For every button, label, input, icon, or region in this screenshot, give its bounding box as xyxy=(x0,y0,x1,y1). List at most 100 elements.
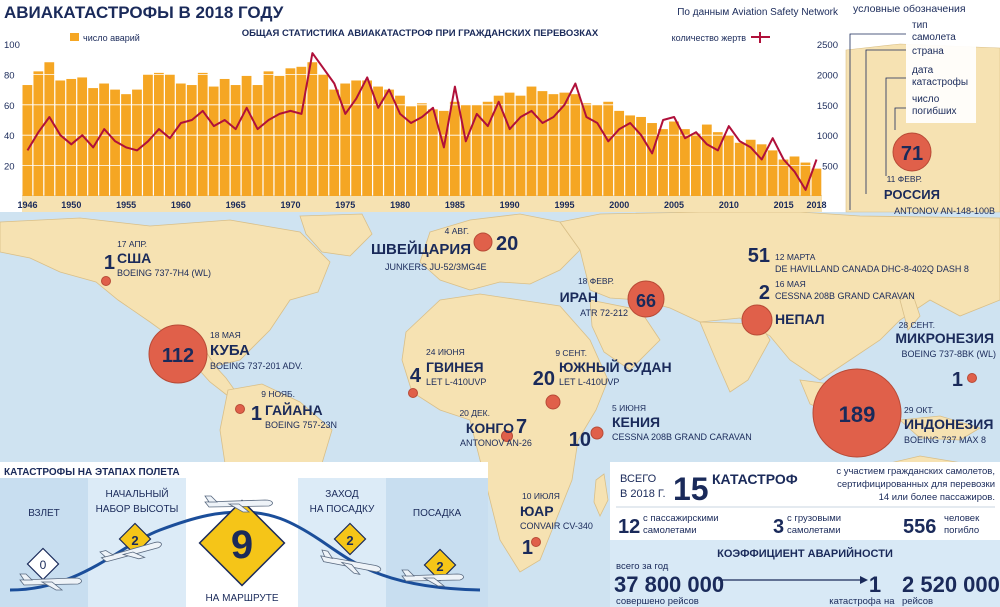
bar-1968 xyxy=(263,71,274,196)
phase-badge-takeoff: 0 xyxy=(26,547,60,581)
phase-name-climb-2: НАБОР ВЫСОТЫ xyxy=(96,504,179,515)
incident-aircraft: JUNKERS JU-52/3MG4E xyxy=(385,262,487,272)
y-tick-left-100: 100 xyxy=(4,40,20,51)
legend-leader-date xyxy=(885,77,906,176)
airplane-icon xyxy=(99,541,162,563)
y-tick-left-80: 80 xyxy=(4,70,15,81)
incident-marker xyxy=(812,368,902,458)
incident-kenya: 5 ИЮНЯ 10 КЕНИЯ CESSNA 208B GRAND CARAVA… xyxy=(569,403,752,451)
bar-1960 xyxy=(175,83,186,196)
incident-marker xyxy=(235,404,245,414)
incident-date-1: 12 МАРТА xyxy=(775,252,816,262)
bar-2015 xyxy=(778,159,789,196)
legend-leader-country xyxy=(865,49,906,194)
bar-1956 xyxy=(132,89,142,196)
summary-total-unit: КАТАСТРОФ xyxy=(712,471,798,487)
bar-1951 xyxy=(77,77,88,196)
incident-aircraft: ATR 72-212 xyxy=(580,308,628,318)
incident-aircraft: ANTONOV AN-26 xyxy=(460,438,532,448)
incident-deaths: 1 xyxy=(522,537,533,559)
bar-1979 xyxy=(384,89,394,196)
legend-item-country: страна xyxy=(912,46,944,57)
incident-aircraft: CESSNA 208B GRAND CARAVAN xyxy=(612,432,752,442)
x-tick-1980: 1980 xyxy=(390,200,410,210)
legend-leader-aircraft xyxy=(849,33,906,210)
bar-1954 xyxy=(110,89,120,196)
incident-country: ИРАН xyxy=(560,289,598,305)
legend-item-deaths-2: погибших xyxy=(912,105,957,117)
phase-badge-approach: 2 xyxy=(333,522,367,556)
incident-marker xyxy=(501,430,513,442)
incident-marker xyxy=(101,276,111,286)
bar-1971 xyxy=(296,66,307,196)
phase-name-approach-2: НА ПОСАДКУ xyxy=(310,504,375,515)
rate-title: КОЭФФИЦИЕНТ АВАРИЙНОСТИ xyxy=(717,547,893,560)
y-tick-right-1000: 1000 xyxy=(817,131,838,142)
bar-2013 xyxy=(756,144,767,196)
line-legend-label: количество жертв xyxy=(672,33,747,43)
incident-deaths: 66 xyxy=(636,291,656,311)
x-tick-1990: 1990 xyxy=(500,200,520,210)
bar-1952 xyxy=(88,88,99,196)
legend-item-date-1: дата xyxy=(912,65,934,76)
incident-date: 17 АПР. xyxy=(117,239,147,249)
y-tick-right-1500: 1500 xyxy=(817,101,838,112)
bar-2016 xyxy=(789,156,800,196)
rate-flights-label: всего за год xyxy=(616,561,669,572)
legend-panel: условные обозначения тип самолета страна… xyxy=(842,3,1000,216)
bar-1948 xyxy=(44,62,55,196)
page-title: АВИАКАТАСТРОФЫ В 2018 ГОДУ xyxy=(4,3,284,22)
bar-1990 xyxy=(504,92,515,196)
incident-country: ИНДОНЕЗИЯ xyxy=(904,416,993,432)
bar-2002 xyxy=(636,116,646,196)
bar-1995 xyxy=(559,92,570,196)
phase-count-enroute: 9 xyxy=(231,523,253,567)
x-tick-1985: 1985 xyxy=(445,200,465,210)
rate-flights-unit: совершено рейсов xyxy=(616,596,699,607)
bar-1949 xyxy=(55,80,66,196)
summary-desc-2: сертифицированных для перевозки xyxy=(837,479,995,490)
legend-sample-circle xyxy=(892,132,932,172)
bar-1975 xyxy=(340,83,351,196)
bar-1966 xyxy=(241,75,252,196)
incident-marker xyxy=(531,537,541,547)
incident-country: НЕПАЛ xyxy=(775,311,825,327)
bar-legend-label: число аварий xyxy=(83,33,140,43)
bar-1982 xyxy=(417,103,427,196)
bar-1961 xyxy=(186,85,197,196)
y-tick-right-2000: 2000 xyxy=(817,70,838,81)
incident-guinea: 24 ИЮНЯ 4 ГВИНЕЯ LET L-410UVP xyxy=(408,347,486,398)
y-axis-right: 500 1000 1500 2000 2500 xyxy=(817,40,838,173)
legend-example-date: 11 ФЕВР. xyxy=(887,174,922,184)
incident-marker xyxy=(967,373,977,383)
bar-1958 xyxy=(154,72,164,196)
bar-1981 xyxy=(406,106,416,196)
statistics-chart: ОБЩАЯ СТАТИСТИКА АВИАКАТАСТРОФ ПРИ ГРАЖД… xyxy=(0,22,842,212)
bar-2008 xyxy=(701,124,712,196)
y-tick-right-500: 500 xyxy=(822,162,838,173)
x-tick-1995: 1995 xyxy=(554,200,574,210)
x-tick-2000: 2000 xyxy=(609,200,629,210)
incident-country: США xyxy=(117,250,151,266)
x-tick-1970: 1970 xyxy=(280,200,300,210)
airplane-icon xyxy=(320,549,382,576)
flight-phases-title: КАТАСТРОФЫ НА ЭТАПАХ ПОЛЕТА xyxy=(4,467,180,478)
bar-1983 xyxy=(427,109,438,196)
airplane-icon xyxy=(401,569,464,587)
bar-1993 xyxy=(537,91,548,196)
incident-deaths: 7 xyxy=(516,416,527,438)
bar-2001 xyxy=(625,115,635,196)
incident-usa: 17 АПР. 1 США BOEING 737-7H4 (WL) xyxy=(101,239,211,286)
phase-name-approach-1: ЗАХОД xyxy=(325,489,359,500)
incident-country: ГВИНЕЯ xyxy=(426,359,484,375)
x-tick-1955: 1955 xyxy=(116,200,136,210)
incident-deaths: 1 xyxy=(952,369,963,391)
bar-1987 xyxy=(471,104,482,196)
bar-2007 xyxy=(690,133,701,196)
bar-1965 xyxy=(230,85,241,196)
incident-country: ЮАР xyxy=(520,503,554,519)
bar-1972 xyxy=(307,62,318,196)
incident-marker xyxy=(148,324,208,384)
incident-aircraft: BOEING 737-201 ADV. xyxy=(210,361,303,371)
